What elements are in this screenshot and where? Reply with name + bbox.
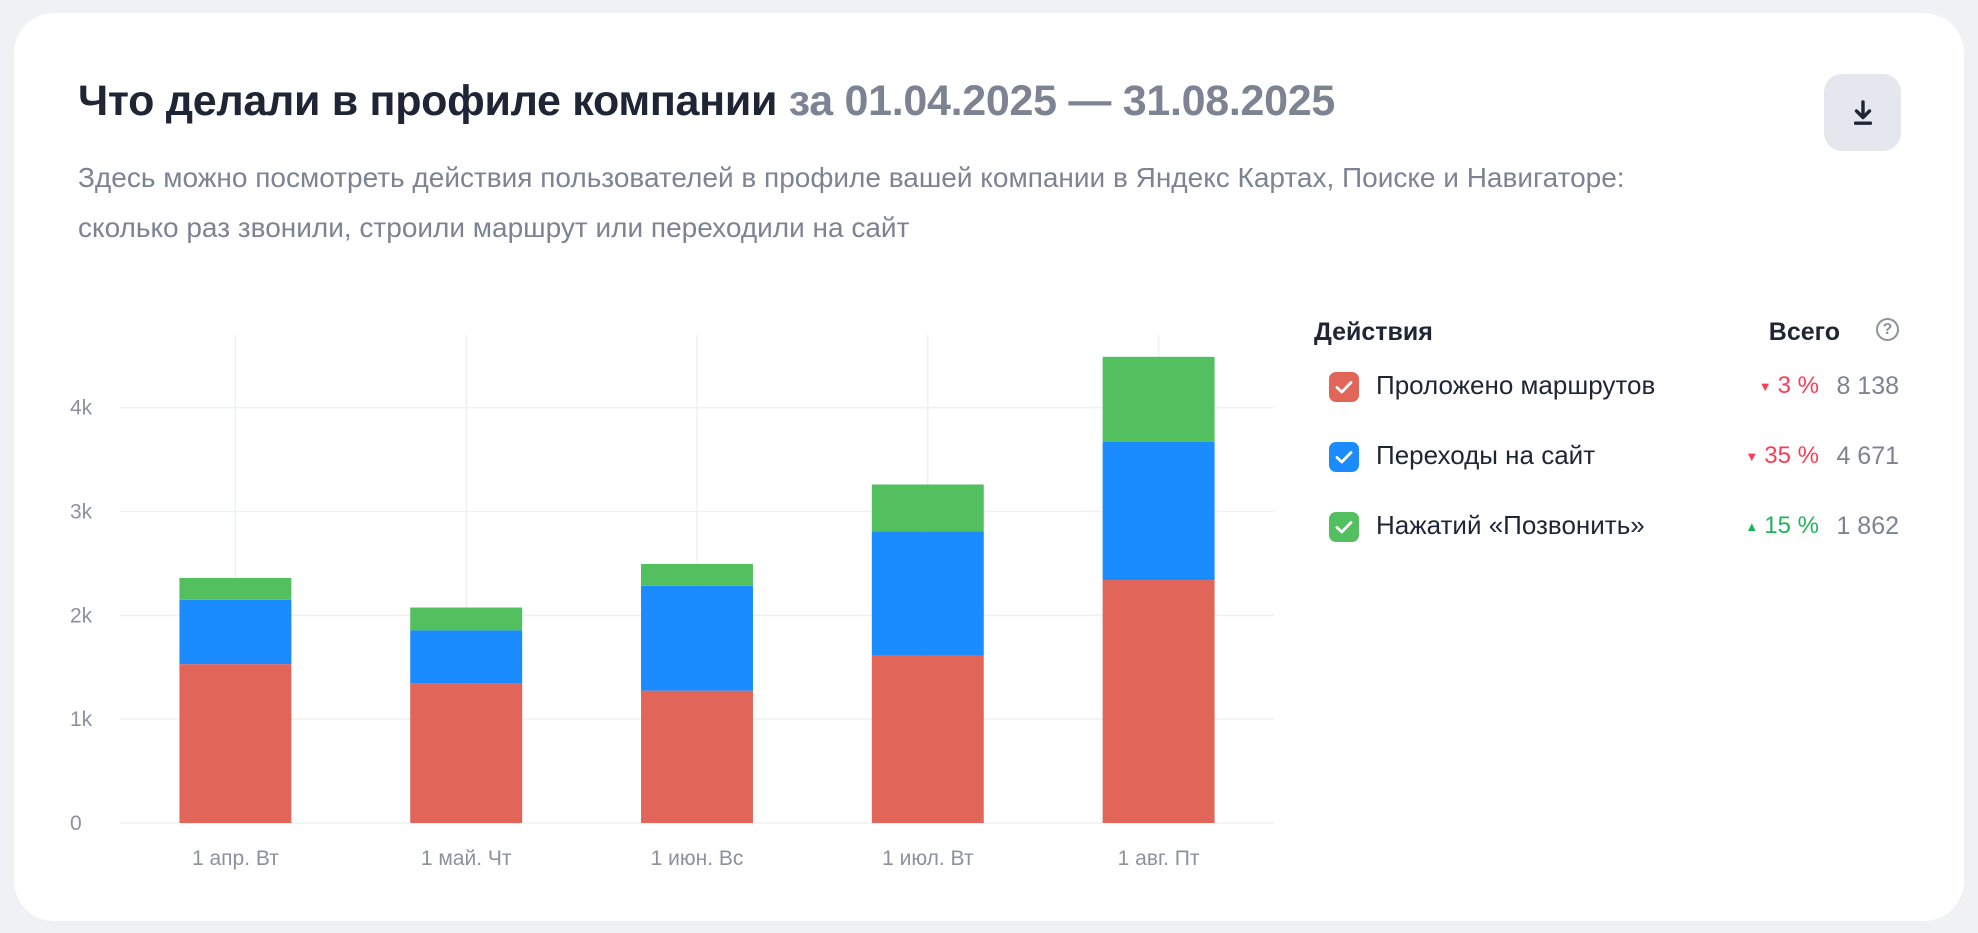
bar-segment[interactable] — [641, 690, 753, 823]
download-icon — [1853, 99, 1872, 125]
chart-area: 0 1k 2k 3k 4k 1 апр. Вт 1 май. Чт 1 июн. Вс 1 ию… — [54, 313, 1314, 903]
check-icon — [1335, 451, 1353, 464]
legend-panel: Действия Всего ? Проложено маршрутов ▼ 3 %… — [1314, 308, 1914, 568]
actions-card: Что делали в профиле компании за 01.04.2… — [14, 13, 1964, 921]
card-title: Что делали в профиле компании за 01.04.2… — [78, 77, 1335, 126]
legend-item-label: Нажатий «Позвонить» — [1376, 510, 1645, 540]
help-icon[interactable]: ? — [1876, 318, 1899, 341]
bar-segment[interactable] — [1102, 580, 1215, 823]
series-checkbox[interactable] — [1329, 372, 1359, 402]
check-icon — [1335, 381, 1353, 394]
y-tick-label: 2k — [70, 604, 93, 627]
bar-segment[interactable] — [641, 585, 753, 691]
y-tick-label: 3k — [70, 501, 93, 524]
series-checkbox[interactable] — [1329, 512, 1359, 542]
bar-segment[interactable] — [641, 563, 753, 586]
bar-segment[interactable] — [179, 599, 292, 665]
legend-item[interactable]: Проложено маршрутов ▼ 3 % 8 138 — [1314, 358, 1914, 428]
legend-header: Действия Всего ? — [1314, 308, 1914, 358]
bar-segment[interactable] — [1102, 356, 1215, 442]
legend-title: Действия — [1314, 318, 1433, 346]
trend-down-icon: ▼ — [1745, 448, 1759, 464]
download-button[interactable] — [1824, 74, 1901, 151]
x-tick-label: 1 июл. Вт — [882, 847, 974, 870]
y-tick-label: 4k — [70, 397, 93, 420]
legend-item[interactable]: Переходы на сайт ▼ 35 % 4 671 — [1314, 428, 1914, 498]
x-tick-label: 1 авг. Пт — [1118, 847, 1200, 870]
bar-segment[interactable] — [410, 607, 523, 631]
delta-value: 15 % — [1764, 512, 1819, 539]
legend-item-label: Переходы на сайт — [1376, 440, 1596, 470]
y-tick-label: 1k — [70, 708, 93, 731]
x-tick-label: 1 июн. Вс — [651, 847, 744, 870]
legend-item[interactable]: Нажатий «Позвонить» ▲ 15 % 1 862 — [1314, 498, 1914, 568]
bar-segment[interactable] — [179, 664, 292, 823]
check-icon — [1335, 521, 1353, 534]
trend-down-icon: ▼ — [1758, 378, 1772, 394]
legend-item-total: 8 138 — [1836, 372, 1899, 400]
legend-item-delta: ▲ 15 % — [1745, 512, 1819, 540]
legend-item-total: 1 862 — [1836, 512, 1899, 540]
bar-segment[interactable] — [410, 630, 523, 684]
series-checkbox[interactable] — [1329, 442, 1359, 472]
x-tick-label: 1 май. Чт — [421, 847, 512, 870]
legend-item-delta: ▼ 3 % — [1759, 372, 1819, 400]
legend-item-total: 4 671 — [1836, 442, 1899, 470]
card-description: Здесь можно посмотреть действия пользова… — [78, 162, 1625, 243]
x-tick-label: 1 апр. Вт — [192, 847, 279, 870]
delta-value: 35 % — [1764, 442, 1819, 469]
stacked-bar-chart: 0 1k 2k 3k 4k 1 апр. Вт 1 май. Чт 1 июн. Вс 1 ию… — [70, 335, 1274, 870]
title-period: за 01.04.2025 — 31.08.2025 — [788, 77, 1335, 125]
legend-item-delta: ▼ 35 % — [1745, 442, 1819, 470]
bar-segment[interactable] — [179, 577, 292, 600]
trend-up-icon: ▲ — [1745, 518, 1759, 534]
title-text: Что делали в профиле компании — [78, 77, 778, 125]
legend-item-label: Проложено маршрутов — [1376, 370, 1656, 400]
bar-segment[interactable] — [410, 683, 523, 823]
bar-segment[interactable] — [871, 531, 984, 656]
bar-segment[interactable] — [871, 655, 984, 823]
y-tick-label: 0 — [70, 812, 82, 835]
legend-total-label: Всего — [1768, 318, 1840, 346]
bar-segment[interactable] — [1102, 441, 1215, 581]
delta-value: 3 % — [1777, 372, 1819, 399]
bar-segment[interactable] — [871, 484, 984, 532]
